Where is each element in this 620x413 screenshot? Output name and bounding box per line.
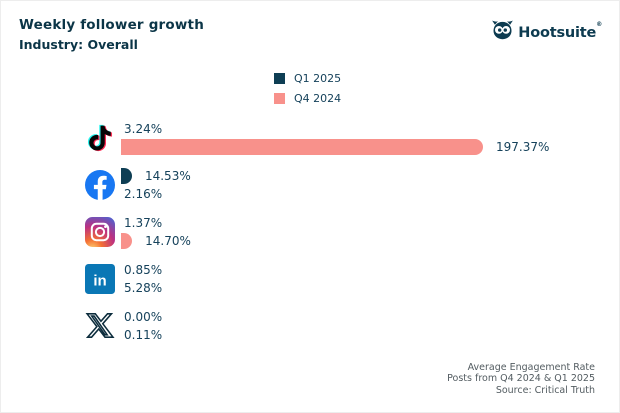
bar-line-q4-2024-tiktok: 197.37% (121, 138, 601, 155)
footer-note: Average Engagement Rate Posts from Q4 20… (447, 362, 595, 397)
chart-subtitle: Industry: Overall (19, 37, 138, 52)
bar-value-label-q4-2024-linkedin: 5.28% (124, 280, 163, 295)
registered-mark: ® (596, 20, 602, 28)
bar-line-q1-2025-x: 0.00% (121, 309, 601, 325)
bar-q4-2024-tiktok (121, 138, 483, 155)
bar-value-label-q4-2024-tiktok: 197.37% (496, 139, 550, 154)
bar-value-label-q1-2025-tiktok: 3.24% (124, 121, 163, 136)
chart-row-facebook: 14.53% 2.16% (85, 161, 601, 208)
svg-text:in: in (93, 272, 106, 289)
chart-row-tiktok: 3.24% 197.37% (85, 114, 601, 161)
legend-item-q1-2025: Q1 2025 (274, 72, 346, 85)
legend: Q1 2025 Q4 2024 (1, 72, 619, 105)
facebook-icon (85, 166, 115, 204)
bar-value-label-q1-2025-x: 0.00% (124, 309, 163, 324)
bar-line-q1-2025-facebook: 14.53% (121, 167, 601, 184)
chart-title: Weekly follower growth (19, 17, 205, 33)
bar-line-q4-2024-linkedin: 5.28% (121, 280, 601, 296)
brand-name: Hootsuite (518, 24, 597, 41)
tiktok-icon (85, 119, 115, 157)
instagram-icon (85, 213, 115, 251)
bar-value-label-q4-2024-facebook: 2.16% (124, 186, 163, 201)
x-icon (85, 307, 115, 345)
bar-q4-2024-instagram (121, 232, 133, 249)
chart-row-linkedin: in 0.85% 5.28% (85, 255, 601, 302)
bar-value-label-q4-2024-instagram: 14.70% (145, 233, 191, 248)
bar-line-q4-2024-x: 0.11% (121, 327, 601, 343)
chart-header: Weekly follower growth Industry: Overall (19, 17, 204, 52)
chart-row-x: 0.00% 0.11% (85, 302, 601, 349)
bar-q1-2025-facebook (121, 167, 132, 184)
bar-line-q1-2025-tiktok: 3.24% (121, 121, 601, 137)
bar-value-label-q1-2025-linkedin: 0.85% (124, 262, 163, 277)
linkedin-icon: in (85, 260, 115, 298)
chart-row-instagram: 1.37% 14.70% (85, 208, 601, 255)
bar-line-q4-2024-facebook: 2.16% (121, 186, 601, 202)
legend-swatch-q1-2025 (274, 73, 285, 84)
legend-label-q4-2024: Q4 2024 (294, 92, 342, 105)
hootsuite-owl-icon (491, 20, 514, 45)
bar-value-label-q1-2025-instagram: 1.37% (124, 215, 163, 230)
legend-label-q1-2025: Q1 2025 (294, 72, 342, 85)
hootsuite-wordmark: Hootsuite® (518, 21, 602, 41)
footer-line-2: Posts from Q4 2024 & Q1 2025 (447, 373, 595, 384)
bar-value-label-q1-2025-facebook: 14.53% (144, 168, 191, 183)
bar-line-q4-2024-instagram: 14.70% (121, 232, 601, 249)
bar-value-label-q4-2024-x: 0.11% (124, 327, 163, 342)
chart-rows: 3.24% 197.37% 14.53% 2.16% 1.37% 14.70% in 0.85… (85, 114, 601, 349)
footer-line-3: Source: Critical Truth (495, 384, 595, 396)
legend-item-q4-2024: Q4 2024 (274, 92, 346, 105)
legend-swatch-q4-2024 (274, 93, 285, 104)
hootsuite-logo: Hootsuite® (491, 20, 602, 45)
bar-line-q1-2025-linkedin: 0.85% (121, 262, 601, 278)
bar-line-q1-2025-instagram: 1.37% (121, 215, 601, 231)
footer-line-1: Average Engagement Rate (467, 361, 595, 373)
